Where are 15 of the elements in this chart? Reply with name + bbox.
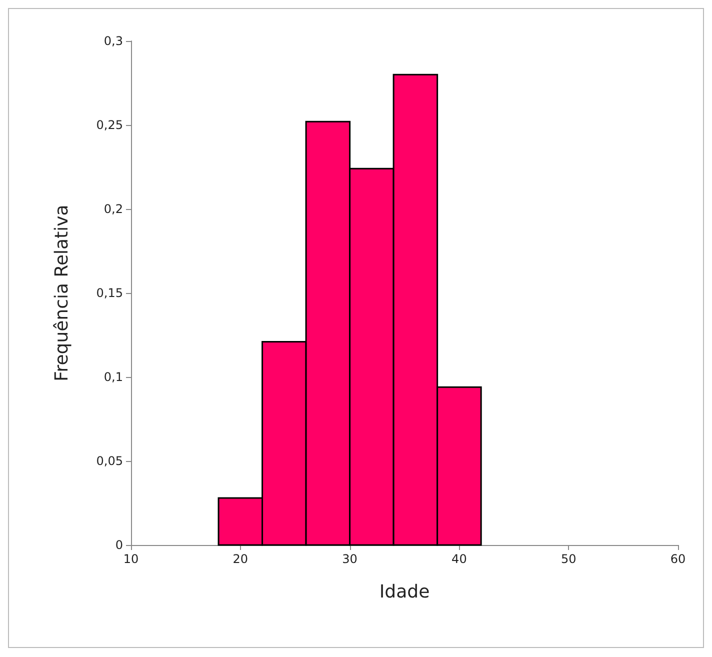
- x-tick-label: 30: [342, 552, 358, 566]
- y-axis-title: Frequência Relativa: [52, 204, 72, 382]
- y-tick-label: 0: [115, 538, 123, 552]
- y-tick-label: 0,1: [104, 370, 123, 384]
- y-tick-label: 0,3: [104, 34, 123, 48]
- x-tick-label: 60: [670, 552, 686, 566]
- y-tick-label: 0,05: [96, 454, 123, 468]
- y-tick-label: 0,25: [96, 118, 123, 132]
- x-tick-label: 50: [560, 552, 576, 566]
- x-tick-label: 10: [123, 552, 139, 566]
- x-tick-label: 20: [232, 552, 248, 566]
- y-tick-label: 0,2: [104, 202, 123, 216]
- x-axis-title: Idade: [379, 582, 430, 602]
- x-tick-label: 40: [452, 552, 467, 566]
- y-tick-label: 0,15: [96, 286, 123, 300]
